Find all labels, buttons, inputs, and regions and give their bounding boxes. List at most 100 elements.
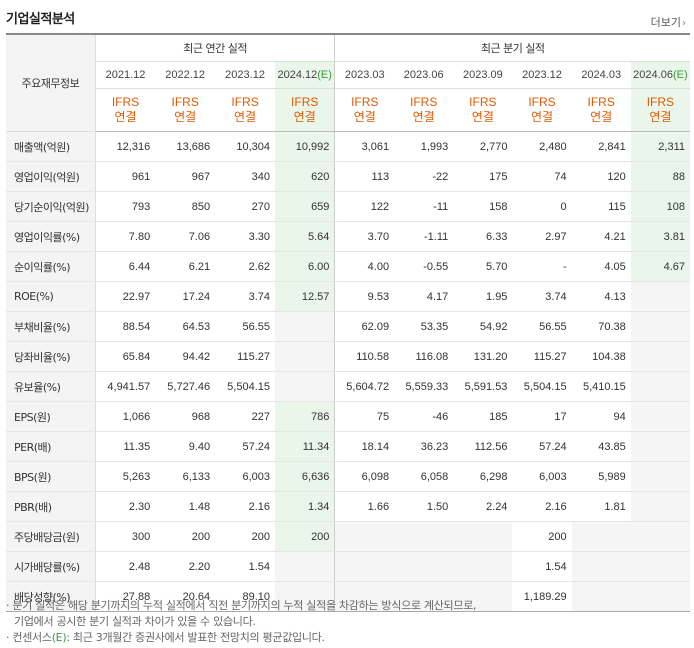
table-row: PER(배) 11.35 9.40 57.24 11.34 18.14 36.23 112.5… [6, 431, 690, 462]
table-cell: 10,992 [275, 131, 335, 162]
row-label: ROE(%) [6, 281, 96, 312]
table-cell: 961 [95, 161, 156, 192]
row-label: BPS(원) [6, 461, 96, 492]
table-cell: 6,003 [512, 461, 572, 492]
table-cell: 62.09 [334, 311, 395, 342]
table-cell: 2.24 [453, 491, 513, 522]
table-cell: 3.74 [512, 281, 572, 312]
table-cell: 5,727.46 [155, 371, 216, 402]
period-header: 2022.12 [155, 61, 216, 89]
table-cell: 12,316 [95, 131, 156, 162]
consolidated-label: 연결 [590, 110, 613, 124]
table-row: 유보율(%) 4,941.57 5,727.46 5,504.15 5,604.72 5,… [6, 371, 690, 402]
table-cell: 5,591.53 [453, 371, 513, 402]
row-label: 시가배당률(%) [6, 551, 96, 582]
estimate-marker: (E) [317, 69, 332, 81]
table-cell: 1.50 [394, 491, 454, 522]
table-cell: 22.97 [95, 281, 156, 312]
table-row: 배당성향(%) 27.88 20.64 89.10 1,189.29 [6, 581, 690, 612]
period-header: 2023.06 [394, 61, 454, 89]
table-cell: 113 [334, 161, 395, 192]
row-label: 유보율(%) [6, 371, 96, 402]
table-cell: 104.38 [571, 341, 631, 372]
table-cell: 5,504.15 [512, 371, 572, 402]
table-cell [630, 311, 690, 342]
table-cell [394, 551, 454, 582]
period-header: 2021.12 [95, 61, 156, 89]
table-cell: 70.38 [571, 311, 631, 342]
table-cell: 6,636 [275, 461, 335, 492]
row-label: 당기순이익(억원) [6, 191, 96, 222]
consolidated-label: 연결 [114, 110, 137, 124]
table-cell: 122 [334, 191, 395, 222]
table-row: 당좌비율(%) 65.84 94.42 115.27 110.58 116.08 131.2… [6, 341, 690, 372]
consolidated-label: 연결 [353, 110, 376, 124]
table-cell: 5,604.72 [334, 371, 395, 402]
table-cell: 4.21 [571, 221, 631, 252]
table-cell [453, 521, 513, 552]
table-cell [275, 341, 335, 372]
table-cell [453, 551, 513, 582]
table-cell: 108 [630, 191, 690, 222]
row-header-label: 주요재무정보 [6, 34, 96, 132]
ifrs-label: IFRS [111, 95, 140, 109]
row-label: PER(배) [6, 431, 96, 462]
table-cell: 6.21 [155, 251, 216, 282]
more-link[interactable]: 더보기› [651, 14, 686, 30]
table-cell: 94.42 [155, 341, 216, 372]
table-cell: 115 [571, 191, 631, 222]
table-cell: 5,504.15 [215, 371, 275, 402]
table-cell: 1.54 [512, 551, 572, 582]
ifrs-badge: IFRS 연결 [571, 88, 631, 132]
table-cell: 57.24 [215, 431, 275, 462]
row-label: 영업이익(억원) [6, 161, 96, 192]
table-row: 주당배당금(원) 300 200 200 200 200 [6, 521, 690, 552]
table-cell: -1.11 [394, 221, 454, 252]
footnotes: · 분기 실적은 해당 분기까지의 누적 실적에서 직전 분기까지의 누적 실적… [6, 598, 477, 646]
table-cell: 1.81 [571, 491, 631, 522]
table-cell: 110.58 [334, 341, 395, 372]
table-cell: 4.05 [571, 251, 631, 282]
table-cell: 13,686 [155, 131, 216, 162]
table-cell: 4.17 [394, 281, 454, 312]
table-cell: 2.20 [155, 551, 216, 582]
table-cell: 2,480 [512, 131, 572, 162]
table-row: 순이익률(%) 6.44 6.21 2.62 6.00 4.00 -0.55 5.70-4.0… [6, 251, 690, 282]
table-row: 당기순이익(억원) 793 850 270 659 122 -11 158 0 115 108 [6, 191, 690, 222]
table-cell: 1.48 [155, 491, 216, 522]
table-cell [630, 371, 690, 402]
table-row: 영업이익(억원) 961 967 340 620 113 -22 175 74 120 88 [6, 161, 690, 192]
ifrs-label: IFRS [410, 95, 438, 109]
ifrs-badge: IFRS 연결 [95, 88, 156, 132]
table-cell: 659 [275, 191, 335, 222]
table-cell: -22 [394, 161, 454, 192]
table-cell [630, 281, 690, 312]
table-cell: 64.53 [155, 311, 216, 342]
table-cell: 4,941.57 [95, 371, 156, 402]
ifrs-label: IFRS [351, 95, 379, 109]
footnote-1-cont: 기업에서 공시한 분기 실적과 차이가 있을 수 있습니다. [14, 615, 256, 628]
ifrs-label: IFRS [291, 95, 319, 109]
table-cell [394, 521, 454, 552]
period-label: 2023.03 [344, 69, 385, 81]
table-cell [630, 521, 690, 552]
table-row: BPS(원) 5,263 6,133 6,003 6,636 6,098 6,058 6,29… [6, 461, 690, 492]
ifrs-badge: IFRS 연결 [215, 88, 275, 132]
period-label: 2024.06 [633, 69, 673, 81]
table-cell: 2.62 [215, 251, 275, 282]
table-cell [630, 431, 690, 462]
table-cell: 227 [215, 401, 275, 432]
table-row: EPS(원) 1,066 968 227 786 75 -46 185 17 94 [6, 401, 690, 432]
table-cell: 2,841 [571, 131, 631, 162]
table-cell: 0 [512, 191, 572, 222]
table-cell: -46 [394, 401, 454, 432]
table-cell [571, 521, 631, 552]
table-cell: 53.35 [394, 311, 454, 342]
row-label: 순이익률(%) [6, 251, 96, 282]
period-header: 2024.03 [571, 61, 631, 89]
period-label: 2023.12 [522, 69, 562, 81]
table-cell: 2.97 [512, 221, 572, 252]
table-cell: 89.10 [215, 581, 275, 612]
table-cell: 1.66 [334, 491, 395, 522]
